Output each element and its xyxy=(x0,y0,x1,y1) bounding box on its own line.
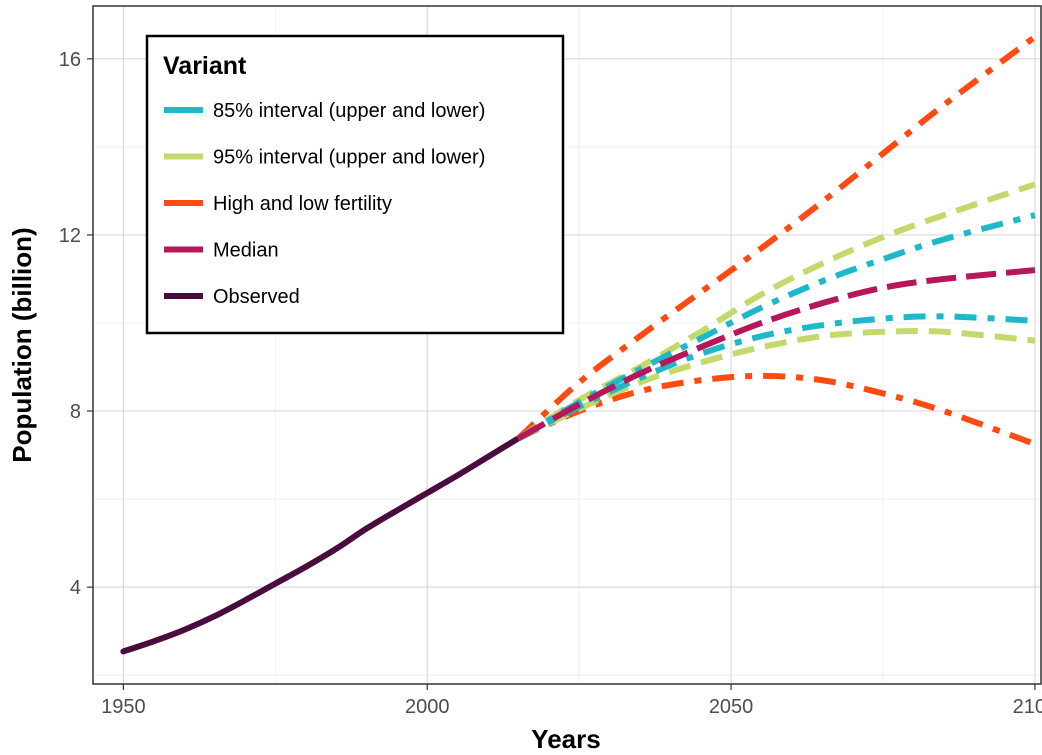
legend-label: Median xyxy=(213,240,279,262)
series-line xyxy=(517,327,1036,442)
series-line xyxy=(516,34,1037,441)
series-line xyxy=(516,267,1036,441)
y-axis-title: Population (billion) xyxy=(7,227,37,462)
plot-panel-border xyxy=(92,5,1042,685)
legend-label: 95% interval (upper and lower) xyxy=(213,147,485,169)
series-line xyxy=(516,181,1036,441)
legend-label: High and low fertility xyxy=(213,193,392,215)
x-axis-ticks: 1950 2000 2050 2100 xyxy=(101,684,1042,718)
legend-title: Variant xyxy=(163,52,247,80)
x-tick-label: 1950 xyxy=(101,696,146,718)
legend-entries: 85% interval (upper and lower) 95% interv… xyxy=(164,100,485,308)
series-line xyxy=(517,372,1036,447)
series-line xyxy=(516,212,1036,441)
legend-box xyxy=(145,34,565,335)
series-lines xyxy=(120,34,1037,655)
x-tick-label: 2000 xyxy=(405,696,450,718)
legend-label: Observed xyxy=(213,286,300,308)
y-tick-label: 16 xyxy=(59,49,81,71)
x-tick-label: 2100 xyxy=(1013,696,1042,718)
x-axis-title: Years xyxy=(531,724,600,754)
y-tick-label: 12 xyxy=(59,225,81,247)
series-line xyxy=(120,435,522,655)
y-tick-label: 4 xyxy=(70,577,81,599)
y-axis-ticks: 4 8 12 16 xyxy=(59,49,93,599)
legend-label: 85% interval (upper and lower) xyxy=(213,100,485,122)
x-tick-label: 2050 xyxy=(709,696,754,718)
legend: Variant 85% interval (upper and lower) 95… xyxy=(145,34,565,335)
y-tick-label: 8 xyxy=(70,401,81,423)
